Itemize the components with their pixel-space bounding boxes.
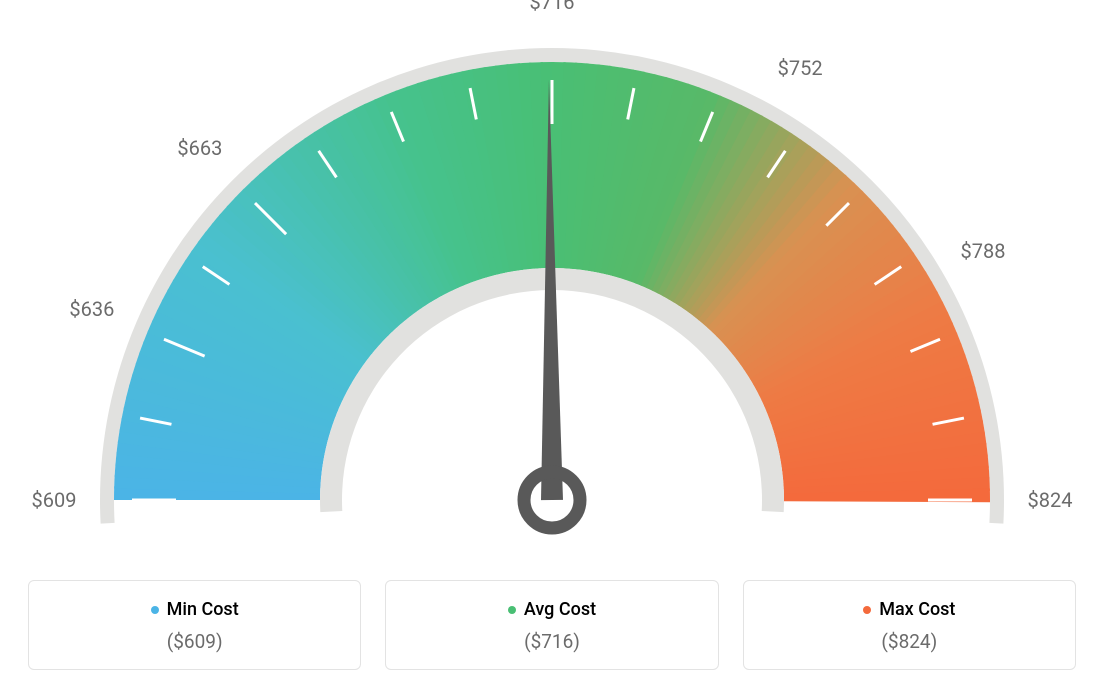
gauge-scale-label: $663 [177,136,222,160]
gauge-svg [0,0,1104,560]
legend-dot-max [863,606,871,614]
gauge-scale-label: $824 [1028,488,1073,512]
legend-title-max: Max Cost [863,599,955,620]
legend-card-max: Max Cost ($824) [743,580,1076,671]
legend-value-min: ($609) [41,630,348,653]
legend-dot-min [151,606,159,614]
legend-row: Min Cost ($609) Avg Cost ($716) Max Cost… [0,580,1104,671]
gauge-scale-label: $752 [778,56,823,80]
gauge-scale-label: $788 [961,239,1006,263]
legend-card-avg: Avg Cost ($716) [385,580,718,671]
legend-card-min: Min Cost ($609) [28,580,361,671]
legend-value-max: ($824) [756,630,1063,653]
legend-title-avg: Avg Cost [508,599,596,620]
legend-label-max: Max Cost [879,599,955,620]
legend-label-avg: Avg Cost [524,599,596,620]
legend-label-min: Min Cost [167,599,239,620]
gauge-scale-label: $609 [32,488,77,512]
gauge-scale-label: $716 [530,0,575,14]
legend-dot-avg [508,606,516,614]
legend-value-avg: ($716) [398,630,705,653]
gauge-scale-label: $636 [69,297,114,321]
legend-title-min: Min Cost [151,599,239,620]
gauge-chart: $609 $636 $663 $716 $752 $788 $824 [0,0,1104,560]
